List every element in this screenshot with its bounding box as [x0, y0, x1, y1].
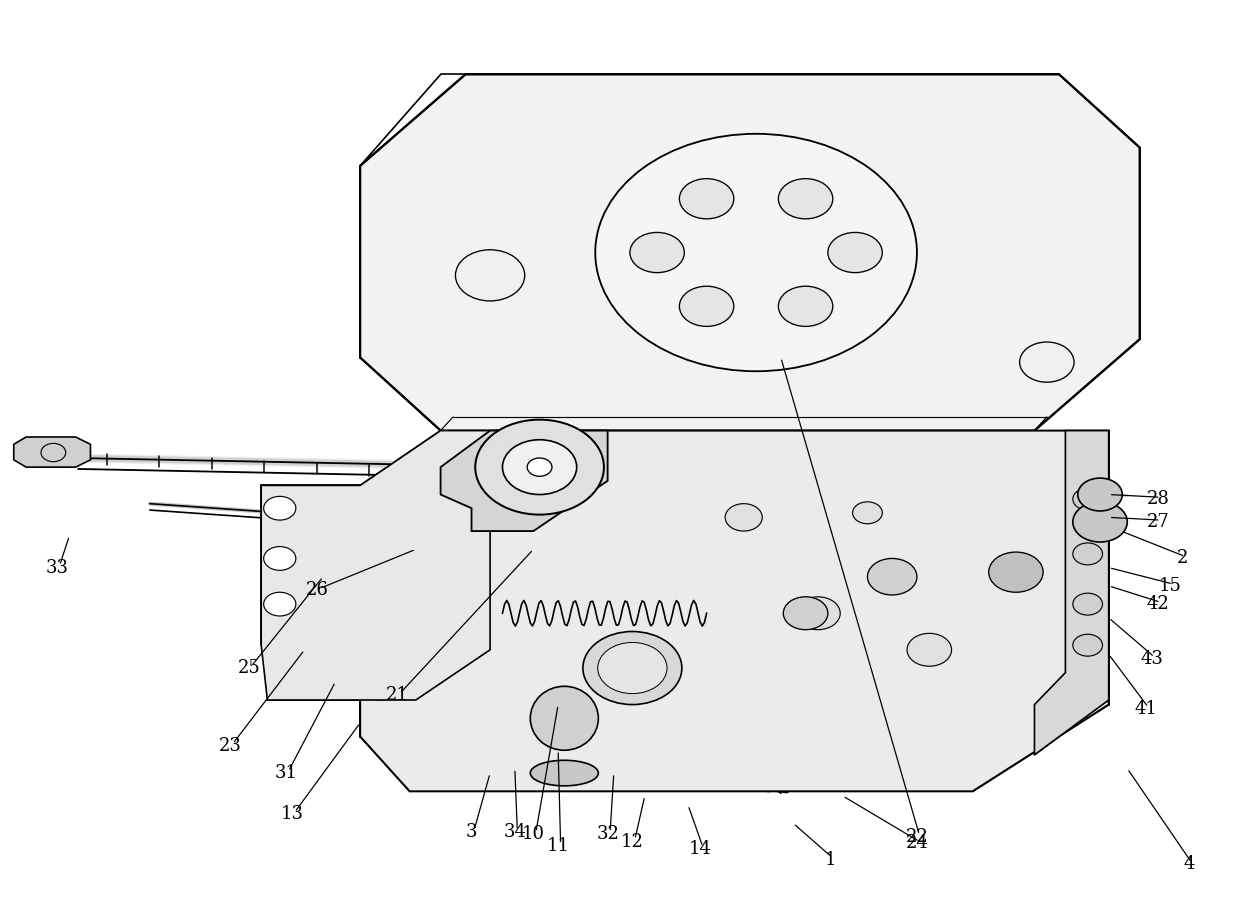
Text: 24: 24	[905, 834, 929, 853]
Circle shape	[680, 286, 734, 326]
Text: 32: 32	[596, 825, 619, 844]
Circle shape	[680, 179, 734, 219]
Circle shape	[360, 591, 397, 617]
Circle shape	[906, 633, 951, 666]
Text: 25: 25	[237, 659, 260, 677]
Text: 13: 13	[280, 805, 304, 823]
Ellipse shape	[531, 686, 599, 750]
Text: 42: 42	[1147, 595, 1169, 613]
Polygon shape	[360, 431, 1109, 791]
Text: 41: 41	[1135, 700, 1157, 718]
Circle shape	[264, 547, 296, 571]
Circle shape	[828, 233, 883, 273]
Circle shape	[598, 642, 667, 693]
Text: 11: 11	[547, 837, 569, 856]
Circle shape	[527, 458, 552, 476]
Circle shape	[988, 552, 1043, 593]
Circle shape	[784, 597, 828, 629]
Circle shape	[502, 440, 577, 495]
Text: 21: 21	[386, 686, 409, 704]
Text: 2: 2	[1177, 550, 1189, 567]
Polygon shape	[360, 74, 1140, 431]
Text: 15: 15	[1159, 577, 1182, 594]
Circle shape	[1073, 543, 1102, 565]
Polygon shape	[1034, 431, 1109, 755]
Circle shape	[779, 286, 833, 326]
Text: 34: 34	[503, 823, 526, 842]
Circle shape	[475, 420, 604, 515]
Text: 33: 33	[46, 559, 68, 576]
Polygon shape	[440, 431, 608, 531]
Circle shape	[1019, 342, 1074, 382]
Text: 43: 43	[1141, 650, 1163, 668]
Text: 12: 12	[621, 833, 644, 851]
Circle shape	[455, 250, 525, 301]
Circle shape	[868, 559, 916, 595]
Text: 22: 22	[905, 828, 929, 846]
Polygon shape	[14, 437, 91, 467]
Text: 10: 10	[522, 825, 544, 844]
Circle shape	[1078, 478, 1122, 511]
Text: 27: 27	[1147, 513, 1169, 531]
Polygon shape	[262, 431, 490, 700]
Text: 23: 23	[218, 736, 242, 755]
Text: 4: 4	[1183, 856, 1195, 873]
Circle shape	[360, 508, 397, 536]
Text: 1: 1	[825, 851, 836, 868]
Text: 31: 31	[274, 764, 298, 782]
Circle shape	[779, 179, 833, 219]
Text: 28: 28	[1147, 490, 1169, 508]
Text: 14: 14	[689, 840, 712, 858]
Circle shape	[1073, 502, 1127, 542]
Circle shape	[595, 134, 916, 371]
Ellipse shape	[531, 760, 599, 786]
Circle shape	[583, 631, 682, 704]
Circle shape	[1073, 594, 1102, 615]
Circle shape	[853, 502, 883, 524]
Circle shape	[360, 672, 397, 700]
Circle shape	[264, 496, 296, 520]
Text: 26: 26	[305, 582, 329, 599]
Circle shape	[630, 233, 684, 273]
Circle shape	[725, 504, 763, 531]
Text: 3: 3	[466, 823, 477, 842]
Circle shape	[796, 597, 841, 629]
Circle shape	[264, 593, 296, 616]
Circle shape	[1073, 634, 1102, 656]
Circle shape	[1073, 488, 1102, 510]
